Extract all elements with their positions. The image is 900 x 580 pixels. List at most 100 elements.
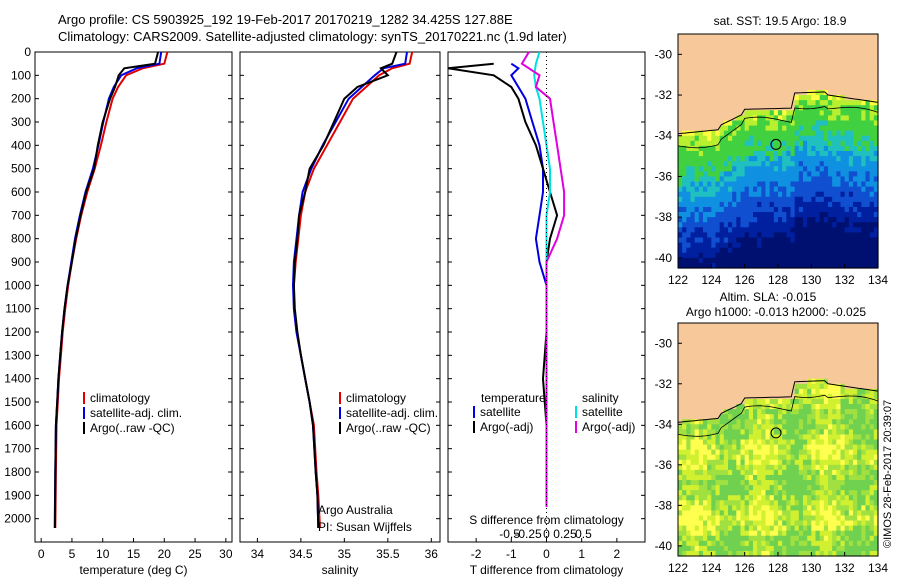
map-cell xyxy=(686,140,692,147)
lon-tick-label: 134 xyxy=(868,273,888,287)
map-cell xyxy=(736,196,742,203)
map-cell xyxy=(761,217,767,223)
map-cell xyxy=(782,196,787,203)
map-cell xyxy=(853,388,858,395)
map-cell xyxy=(848,459,854,466)
map-cell xyxy=(736,419,742,425)
map-cell xyxy=(719,454,725,461)
map-cell xyxy=(815,44,821,50)
map-cell xyxy=(794,550,800,557)
map-cell xyxy=(703,54,708,61)
map-cell xyxy=(723,490,729,496)
map-cell xyxy=(869,429,875,436)
depth-tick-label: 1100 xyxy=(5,302,31,316)
stick-label: -0.5 xyxy=(499,527,520,541)
map-cell xyxy=(707,333,712,339)
map-cell xyxy=(798,39,804,45)
map-cell xyxy=(807,125,812,132)
map-cell xyxy=(690,39,696,45)
map-cell xyxy=(823,343,829,349)
map-cell xyxy=(728,151,733,157)
map-cell xyxy=(832,550,837,557)
map-cell xyxy=(828,196,833,203)
salinity-xtick-label: 34.5 xyxy=(289,547,313,561)
map-cell xyxy=(678,414,683,420)
map-cell xyxy=(869,227,875,233)
map-cell xyxy=(686,545,692,552)
map-cell xyxy=(869,363,875,370)
map-cell xyxy=(769,242,775,249)
map-cell xyxy=(803,525,808,532)
map-cell xyxy=(703,34,708,40)
map-cell xyxy=(786,368,792,375)
map-cell xyxy=(682,100,687,106)
map-cell xyxy=(707,64,712,71)
map-cell xyxy=(761,343,767,349)
map-cell xyxy=(778,343,783,349)
map-cell xyxy=(778,358,783,365)
map-cell xyxy=(848,449,854,456)
map-cell xyxy=(782,535,787,542)
map-cell xyxy=(807,227,812,233)
map-cell xyxy=(869,176,875,183)
map-cell xyxy=(732,419,737,425)
map-cell xyxy=(873,353,879,360)
map-cell xyxy=(857,59,862,66)
map-cell xyxy=(857,515,862,522)
map-cell xyxy=(861,156,867,162)
map-cell xyxy=(778,64,783,71)
map-cell xyxy=(844,373,850,380)
map-cell xyxy=(748,247,754,254)
sst-map-title: sat. SST: 19.5 Argo: 18.9 xyxy=(714,14,847,28)
map-cell xyxy=(732,54,737,61)
map-cell xyxy=(819,217,825,223)
map-cell xyxy=(694,242,700,249)
map-cell xyxy=(723,353,729,360)
map-cell xyxy=(690,398,696,405)
map-cell xyxy=(736,217,742,223)
map-cell xyxy=(715,469,721,476)
map-cell xyxy=(873,69,879,76)
map-cell xyxy=(715,424,721,430)
map-cell xyxy=(869,424,875,430)
map-cell xyxy=(740,54,746,61)
map-cell xyxy=(711,550,717,557)
map-cell xyxy=(782,125,787,132)
map-cell xyxy=(844,217,850,223)
map-cell xyxy=(836,74,842,81)
map-cell xyxy=(823,459,829,466)
map-cell xyxy=(844,227,850,233)
map-cell xyxy=(748,383,754,390)
map-cell xyxy=(819,196,825,203)
map-cell xyxy=(703,64,708,71)
map-cell xyxy=(815,54,821,61)
map-cell xyxy=(707,186,712,193)
map-cell xyxy=(782,383,787,390)
map-cell xyxy=(865,186,871,193)
lat-tick-label: -40 xyxy=(655,251,673,265)
map-cell xyxy=(798,429,804,436)
map-cell xyxy=(694,64,700,71)
map-cell xyxy=(736,338,742,344)
map-cell xyxy=(682,186,687,193)
map-cell xyxy=(698,510,704,517)
map-cell xyxy=(732,69,737,76)
map-cell xyxy=(815,217,821,223)
map-cell xyxy=(715,186,721,193)
map-cell xyxy=(786,540,792,547)
map-cell xyxy=(815,120,821,127)
map-cell xyxy=(823,44,829,50)
map-cell xyxy=(786,383,792,390)
map-cell xyxy=(865,232,871,239)
map-cell xyxy=(744,100,750,106)
map-cell xyxy=(769,151,775,157)
map-cell xyxy=(873,409,879,415)
map-cell xyxy=(828,449,833,456)
map-cell xyxy=(698,343,704,349)
map-cell xyxy=(832,328,837,334)
map-cell xyxy=(782,237,787,244)
map-cell xyxy=(832,505,837,512)
map-cell xyxy=(757,115,762,122)
map-cell xyxy=(840,464,846,471)
map-cell xyxy=(765,54,771,61)
